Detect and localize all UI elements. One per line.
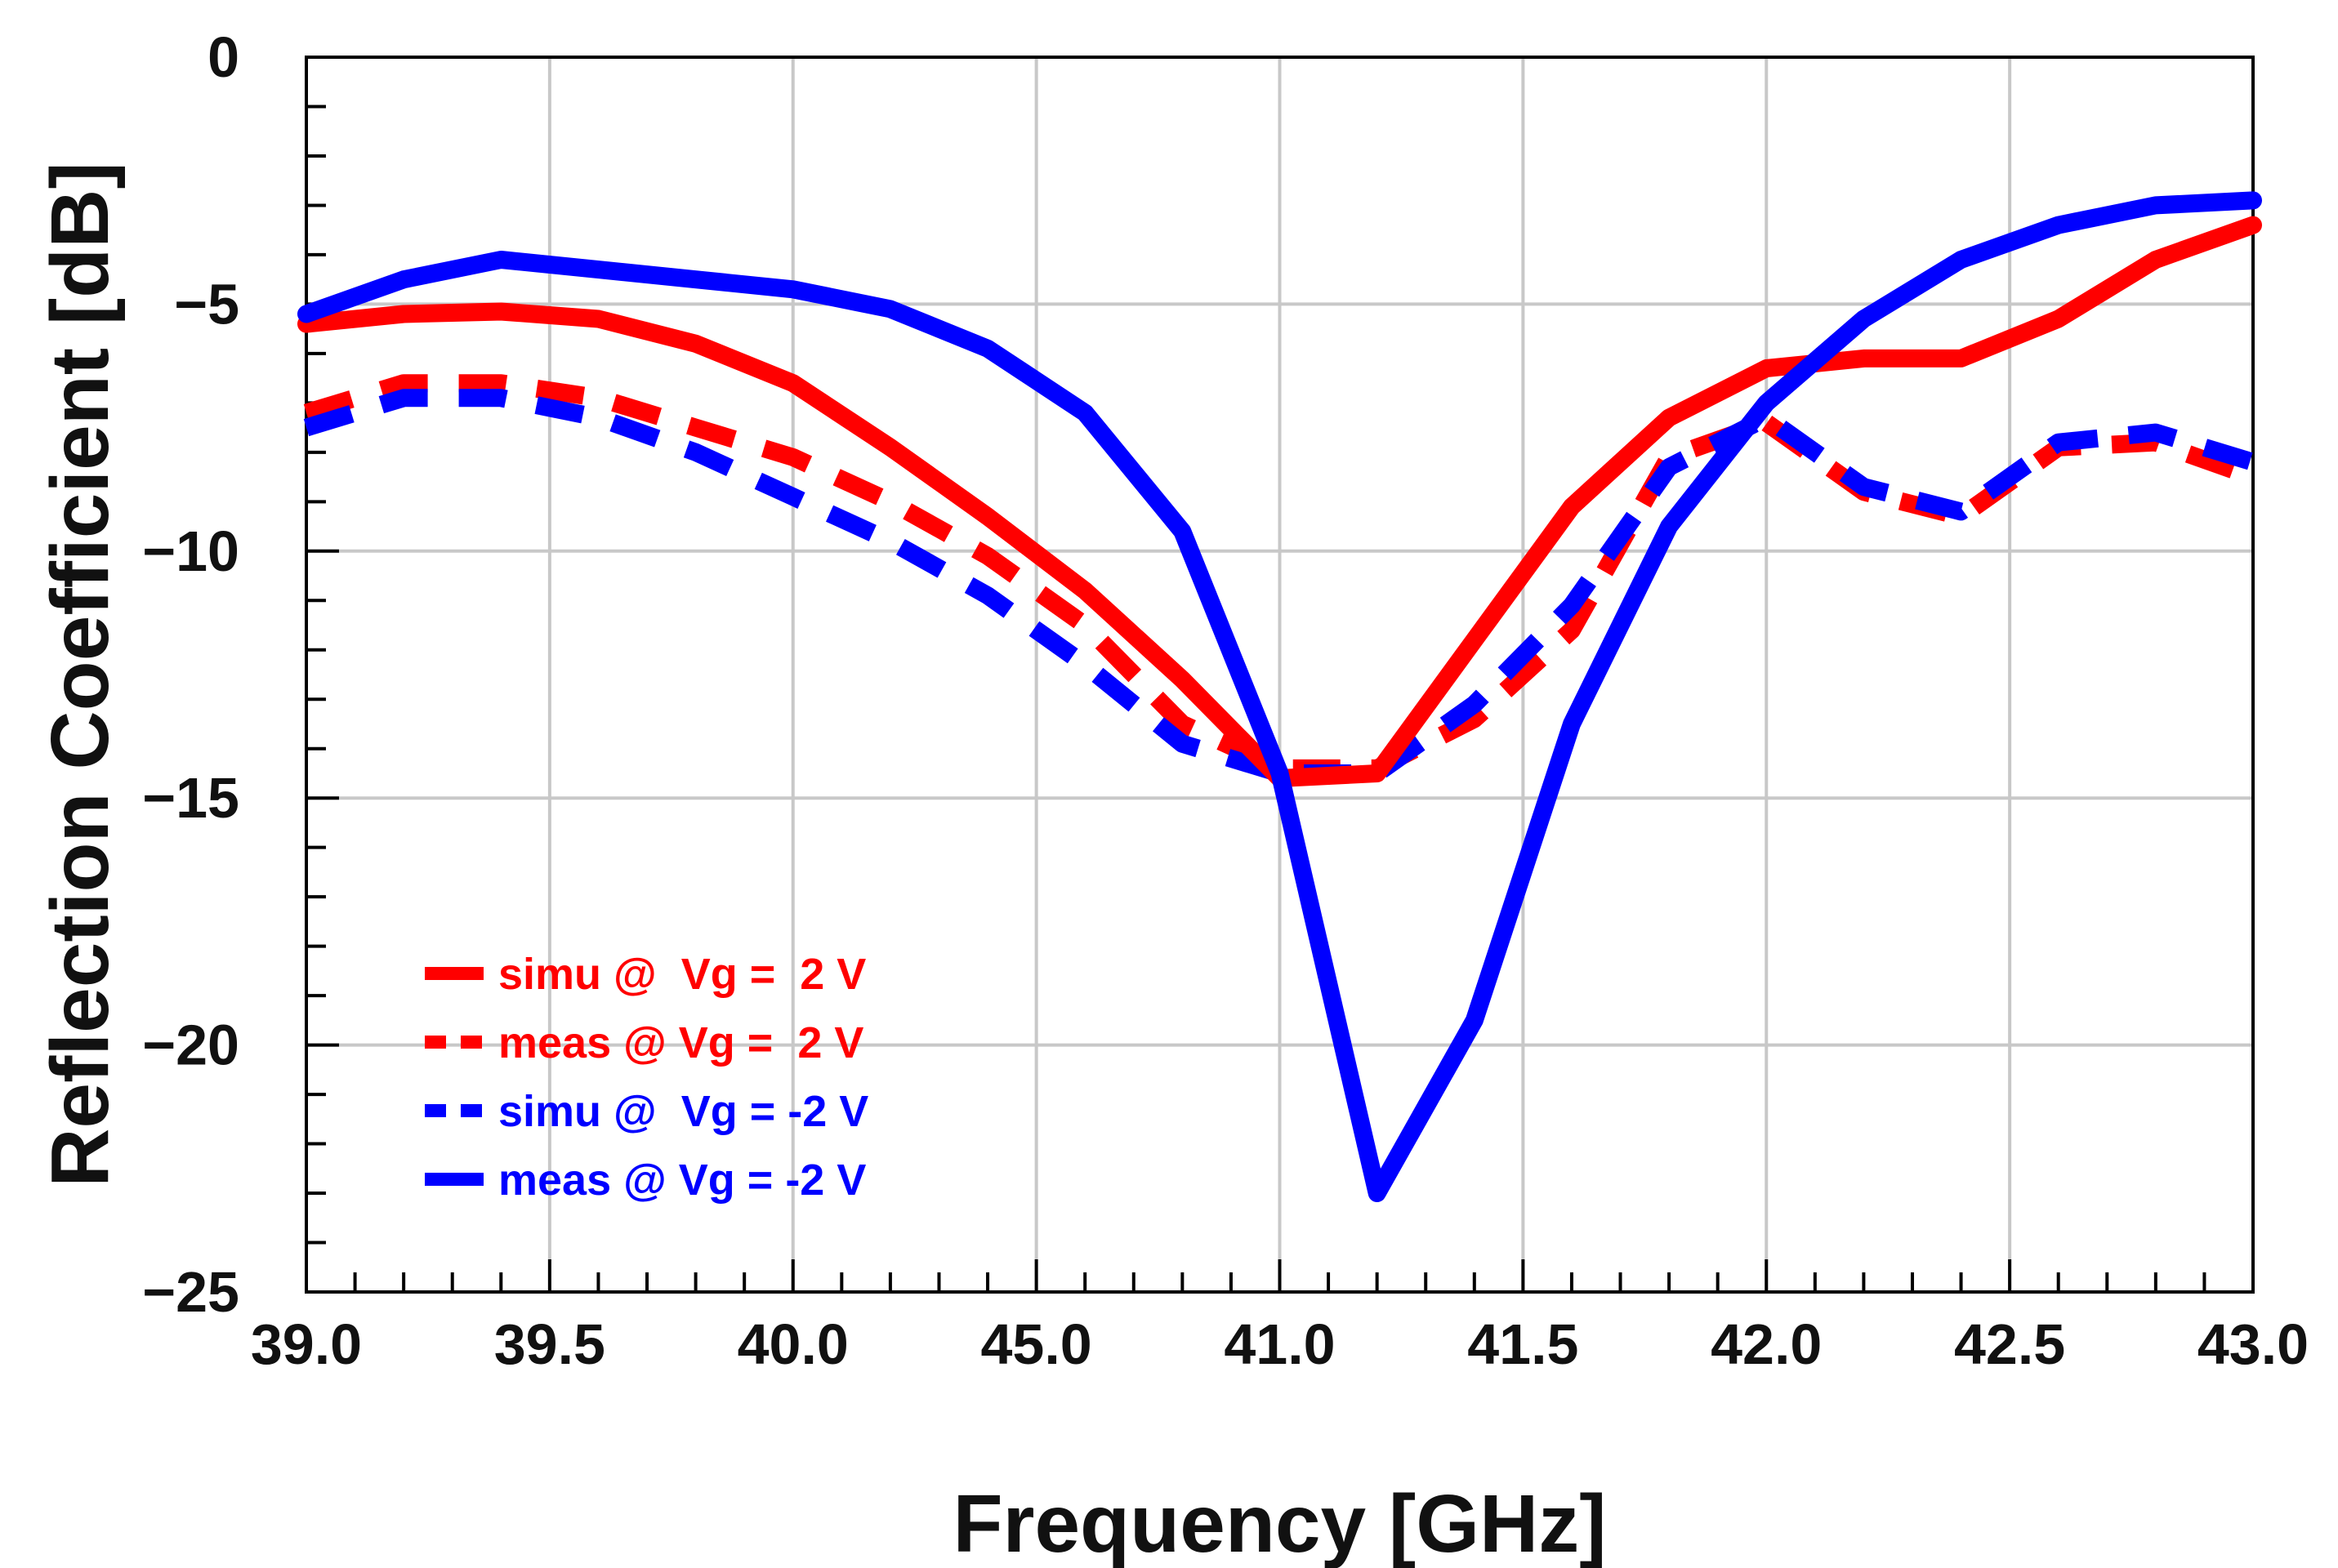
series-line bbox=[297, 191, 2262, 1202]
legend-label: simu @ Vg = 2 V bbox=[498, 950, 866, 999]
legend-label: meas @ Vg = 2 V bbox=[498, 1018, 863, 1067]
y-tick-label: 0 bbox=[207, 25, 239, 89]
legend-label: simu @ Vg = -2 V bbox=[498, 1087, 868, 1136]
plot-frame bbox=[305, 56, 2255, 1294]
y-tick-label: −25 bbox=[142, 1260, 239, 1324]
series-line bbox=[303, 389, 2256, 782]
x-tick-label: 40.0 bbox=[738, 1312, 849, 1376]
y-tick-label: −5 bbox=[174, 272, 239, 336]
y-axis-title: Reflection Coefficient [dB] bbox=[34, 162, 126, 1187]
y-tick-label: −10 bbox=[142, 519, 239, 583]
x-tick-label: 39.0 bbox=[251, 1312, 362, 1376]
legend-label: meas @ Vg = -2 V bbox=[498, 1156, 866, 1205]
x-tick-label: 43.0 bbox=[2197, 1312, 2309, 1376]
legend: simu @ Vg = 2 V meas @ Vg = 2 V simu @ Vg … bbox=[425, 950, 868, 1205]
tick-labels: 39.0 39.5 40.0 45.0 41.0 41.5 42.0 42.5 43.0 0 −5 −… bbox=[142, 25, 2309, 1376]
y-tick-label: −20 bbox=[142, 1013, 239, 1077]
y-tick-label: −15 bbox=[142, 766, 239, 830]
x-tick-label: 39.5 bbox=[494, 1312, 605, 1376]
x-axis-title: Frequency [GHz] bbox=[953, 1478, 1606, 1568]
x-tick-label: 42.5 bbox=[1954, 1312, 2065, 1376]
x-tick-label: 41.0 bbox=[1224, 1312, 1335, 1376]
x-tick-label: 41.5 bbox=[1467, 1312, 1578, 1376]
series-layer bbox=[297, 191, 2262, 1202]
x-tick-label: 42.0 bbox=[1711, 1312, 1822, 1376]
x-tick-label: 45.0 bbox=[981, 1312, 1092, 1376]
